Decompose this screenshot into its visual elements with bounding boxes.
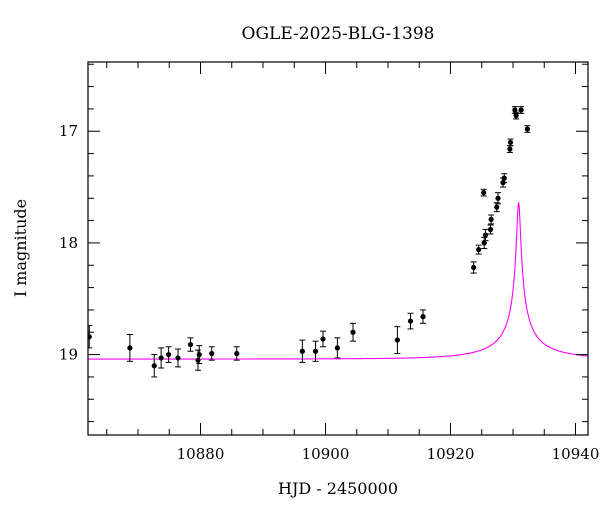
data-point xyxy=(512,107,518,113)
data-point xyxy=(394,337,400,343)
y-tick-label: 18 xyxy=(59,234,78,252)
data-point xyxy=(507,139,514,146)
data-point xyxy=(158,355,164,361)
data-points xyxy=(88,106,531,378)
x-tick-label: 10880 xyxy=(177,445,225,463)
data-point xyxy=(481,240,487,246)
data-point xyxy=(209,350,215,357)
data-point xyxy=(334,345,340,351)
chart-title: OGLE-2025-BLG-1398 xyxy=(242,24,435,44)
data-point xyxy=(312,348,319,354)
model-curve xyxy=(88,202,588,360)
data-point xyxy=(195,357,201,363)
data-point xyxy=(350,329,356,335)
data-point xyxy=(407,318,414,324)
data-point xyxy=(487,226,494,233)
x-axis-ticks: 10880 10900 10920 10940 xyxy=(106,62,600,463)
data-point xyxy=(518,107,524,113)
data-point xyxy=(420,314,426,320)
data-point xyxy=(320,336,326,342)
data-point xyxy=(501,175,507,181)
data-point xyxy=(151,363,157,369)
data-point xyxy=(175,355,181,361)
data-point xyxy=(495,195,501,201)
x-tick-label: 10940 xyxy=(552,445,600,463)
data-point xyxy=(127,345,133,351)
data-point xyxy=(482,232,489,238)
data-point xyxy=(507,146,513,152)
data-point xyxy=(481,190,487,196)
x-tick-label: 10920 xyxy=(427,445,475,463)
x-tick-label: 10900 xyxy=(302,445,350,463)
y-axis-label: I magnitude xyxy=(11,199,30,297)
data-point xyxy=(494,204,500,210)
data-point xyxy=(166,351,172,358)
data-point xyxy=(234,350,240,357)
data-point xyxy=(299,348,305,354)
data-point xyxy=(196,351,202,358)
x-axis-label: HJD - 2450000 xyxy=(278,479,398,498)
data-point xyxy=(524,126,530,132)
data-point xyxy=(187,341,194,348)
y-axis-ticks: 17 18 19 xyxy=(59,63,588,423)
y-tick-label: 19 xyxy=(59,346,78,364)
data-point xyxy=(88,334,92,340)
data-point xyxy=(488,216,494,223)
plot-frame xyxy=(87,61,589,436)
plot-area: 10880 10900 10920 10940 17 18 19 xyxy=(59,61,600,463)
data-point xyxy=(471,264,477,271)
data-point xyxy=(476,247,482,253)
data-point xyxy=(513,113,519,119)
y-tick-label: 17 xyxy=(59,122,78,140)
